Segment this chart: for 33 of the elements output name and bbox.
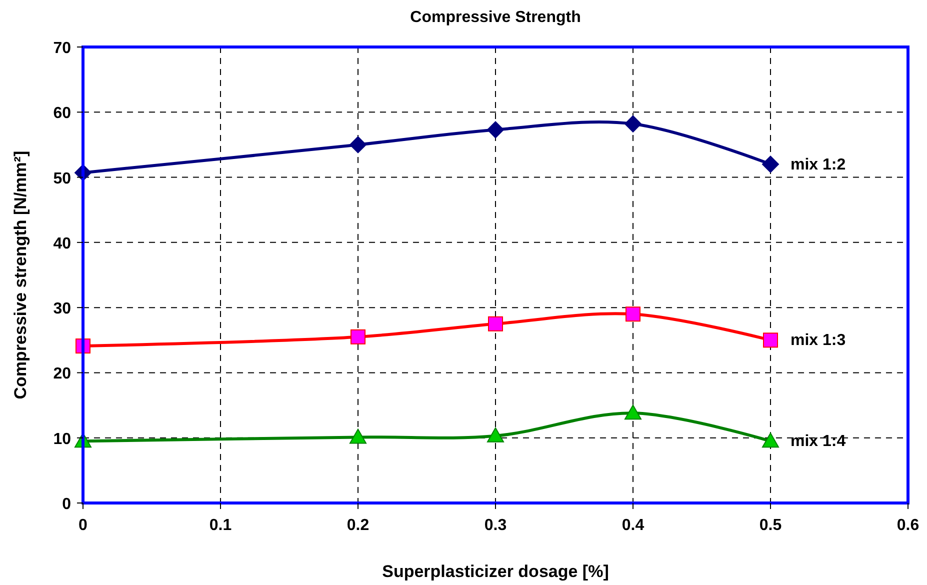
point <box>350 428 366 444</box>
point <box>763 332 778 348</box>
x-tick-label: 0.6 <box>896 517 920 534</box>
point <box>487 427 504 442</box>
point <box>487 121 504 138</box>
x-tick-label: 0.5 <box>759 517 782 534</box>
point <box>626 306 640 322</box>
point <box>762 432 779 448</box>
x-tick-label: 0.4 <box>622 517 644 534</box>
series-label: mix 1:4 <box>790 433 846 450</box>
y-tick-label: 30 <box>53 300 72 318</box>
x-tick-label: 0 <box>78 517 88 534</box>
x-axis-title: Superplasticizer dosage [%] <box>382 562 609 581</box>
y-tick-label: 50 <box>53 170 72 188</box>
point <box>624 115 642 132</box>
x-tick-label: 0.2 <box>346 517 370 534</box>
y-tick-label: 20 <box>53 366 72 383</box>
y-tick-label: 40 <box>53 235 72 252</box>
point <box>350 329 366 344</box>
point <box>762 156 779 173</box>
point <box>624 404 642 420</box>
x-tick-label: 0.1 <box>209 517 232 534</box>
y-tick-label: 60 <box>53 105 72 122</box>
y-axis-title: Compressive strength [N/mm²] <box>11 150 30 400</box>
point <box>350 136 366 154</box>
point <box>488 316 503 332</box>
series-label: mix 1:3 <box>790 332 846 350</box>
chart-title: Compressive Strength <box>410 9 581 26</box>
series-label: mix 1:2 <box>790 156 846 174</box>
x-tick-label: 0.3 <box>484 517 507 534</box>
y-tick-label: 10 <box>53 430 72 448</box>
y-tick-label: 70 <box>53 40 72 57</box>
y-tick-label: 0 <box>62 496 72 513</box>
